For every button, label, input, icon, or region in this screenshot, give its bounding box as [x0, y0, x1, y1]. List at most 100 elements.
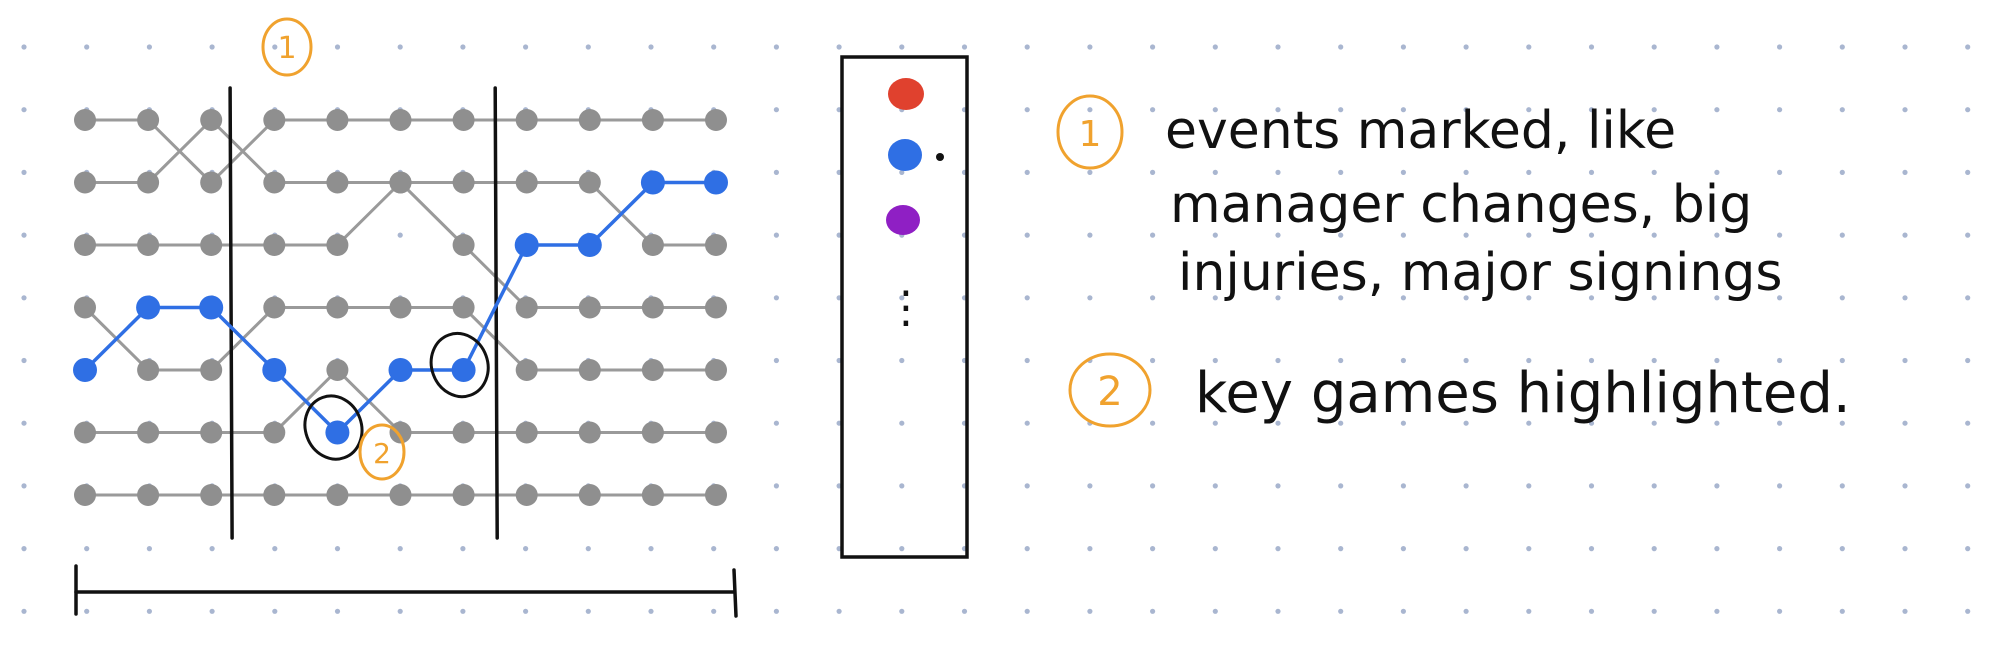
series-point — [641, 359, 664, 381]
series-point — [705, 421, 727, 444]
grid-dot — [1839, 169, 1845, 175]
series-point — [515, 421, 538, 444]
series-point — [137, 421, 160, 444]
key-game-circle — [429, 331, 490, 399]
grid-dot — [272, 546, 278, 552]
grid-dot — [1965, 107, 1971, 113]
grid-dot — [1024, 232, 1030, 238]
grid-dot — [1902, 44, 1908, 50]
legend-swatch-purple — [886, 205, 920, 235]
grid-dot — [1651, 483, 1657, 489]
grid-dot — [146, 608, 152, 614]
grid-dot — [1150, 44, 1156, 50]
grid-dot — [1212, 107, 1218, 113]
grid-dot — [1212, 420, 1218, 426]
highlighted-point — [577, 233, 602, 257]
grid-dot — [1777, 420, 1783, 426]
grid-dot — [1338, 608, 1344, 614]
grid-dot — [84, 546, 90, 552]
grid-dot — [773, 608, 780, 614]
grid-dot — [836, 608, 842, 614]
note-2: 2 key games highlighted. — [1068, 352, 1851, 428]
grid-dot — [1275, 44, 1281, 50]
grid-dot — [84, 44, 90, 50]
grid-dot — [1526, 357, 1532, 364]
grid-dot — [648, 608, 654, 614]
grid-dot — [209, 546, 215, 552]
series-point — [641, 421, 664, 444]
grid-dot — [1400, 483, 1406, 489]
grid-dot — [460, 44, 466, 50]
grid-dot — [1902, 546, 1908, 552]
series-point — [389, 109, 412, 131]
grid-dot — [1150, 546, 1156, 552]
series-point — [389, 296, 412, 319]
series-point — [515, 484, 538, 506]
highlighted-point — [640, 170, 665, 195]
grid-dot — [209, 608, 215, 614]
grid-dot — [1902, 169, 1908, 175]
grid-dot — [1400, 608, 1406, 614]
series-point — [137, 359, 160, 381]
series-point — [326, 171, 349, 194]
grid-dot — [1212, 483, 1218, 489]
grid-dot — [21, 169, 27, 175]
series-point — [641, 484, 664, 506]
grid-dot — [1965, 295, 1971, 301]
grid-dot — [1777, 44, 1783, 50]
grid-dot — [21, 420, 27, 426]
grid-dot — [1087, 608, 1093, 614]
grid-dot — [1212, 169, 1218, 175]
bump-chart: 1 2 — [73, 17, 738, 618]
series-point — [705, 484, 727, 506]
grid-dot — [1275, 420, 1281, 426]
grid-dot — [1150, 169, 1156, 175]
grid-dot — [523, 546, 529, 552]
grid-dot — [648, 546, 654, 552]
grid-dot — [1212, 232, 1218, 238]
series-point — [326, 234, 349, 256]
grid-dot — [1651, 420, 1657, 426]
grid-dot — [1338, 357, 1344, 364]
grid-dot — [1965, 357, 1971, 364]
other-series-points — [74, 109, 727, 506]
series-point — [452, 484, 475, 506]
grid-dot — [1714, 357, 1720, 364]
grid-dot — [1902, 232, 1908, 238]
series-point — [705, 109, 727, 131]
grid-dot — [397, 232, 403, 238]
series-point — [326, 359, 349, 381]
grid-dot — [899, 420, 905, 426]
grid-dot — [899, 608, 905, 614]
grid-dot — [1777, 357, 1783, 364]
note-1: 1 events marked, like manager changes, b… — [1056, 94, 1782, 303]
grid-dot — [1275, 169, 1281, 175]
grid-dot — [21, 546, 27, 552]
grid-dot — [460, 546, 466, 552]
grid-dot — [1212, 295, 1218, 301]
grid-dot — [899, 295, 905, 301]
grid-dot — [334, 546, 341, 552]
note-1-line-1: events marked, like — [1165, 101, 1676, 161]
highlighted-point — [73, 358, 97, 382]
series-point — [263, 234, 286, 256]
series-point — [578, 484, 601, 506]
highlighted-series-points — [73, 170, 728, 445]
series-point — [515, 171, 538, 194]
legend-selected-dot — [936, 153, 944, 161]
grid-dot — [1839, 44, 1845, 50]
grid-dot — [1526, 608, 1532, 614]
grid-dot — [1777, 232, 1783, 238]
series-point — [389, 484, 412, 506]
highlighted-point — [514, 233, 539, 257]
grid-dot — [773, 232, 780, 238]
key-game-label: 2 — [373, 437, 391, 470]
grid-dot — [1150, 357, 1156, 364]
grid-dot — [1526, 420, 1532, 426]
grid-dot — [1588, 44, 1595, 50]
grid-dot — [209, 44, 215, 50]
grid-dot — [1212, 608, 1218, 614]
series-point — [200, 359, 223, 381]
